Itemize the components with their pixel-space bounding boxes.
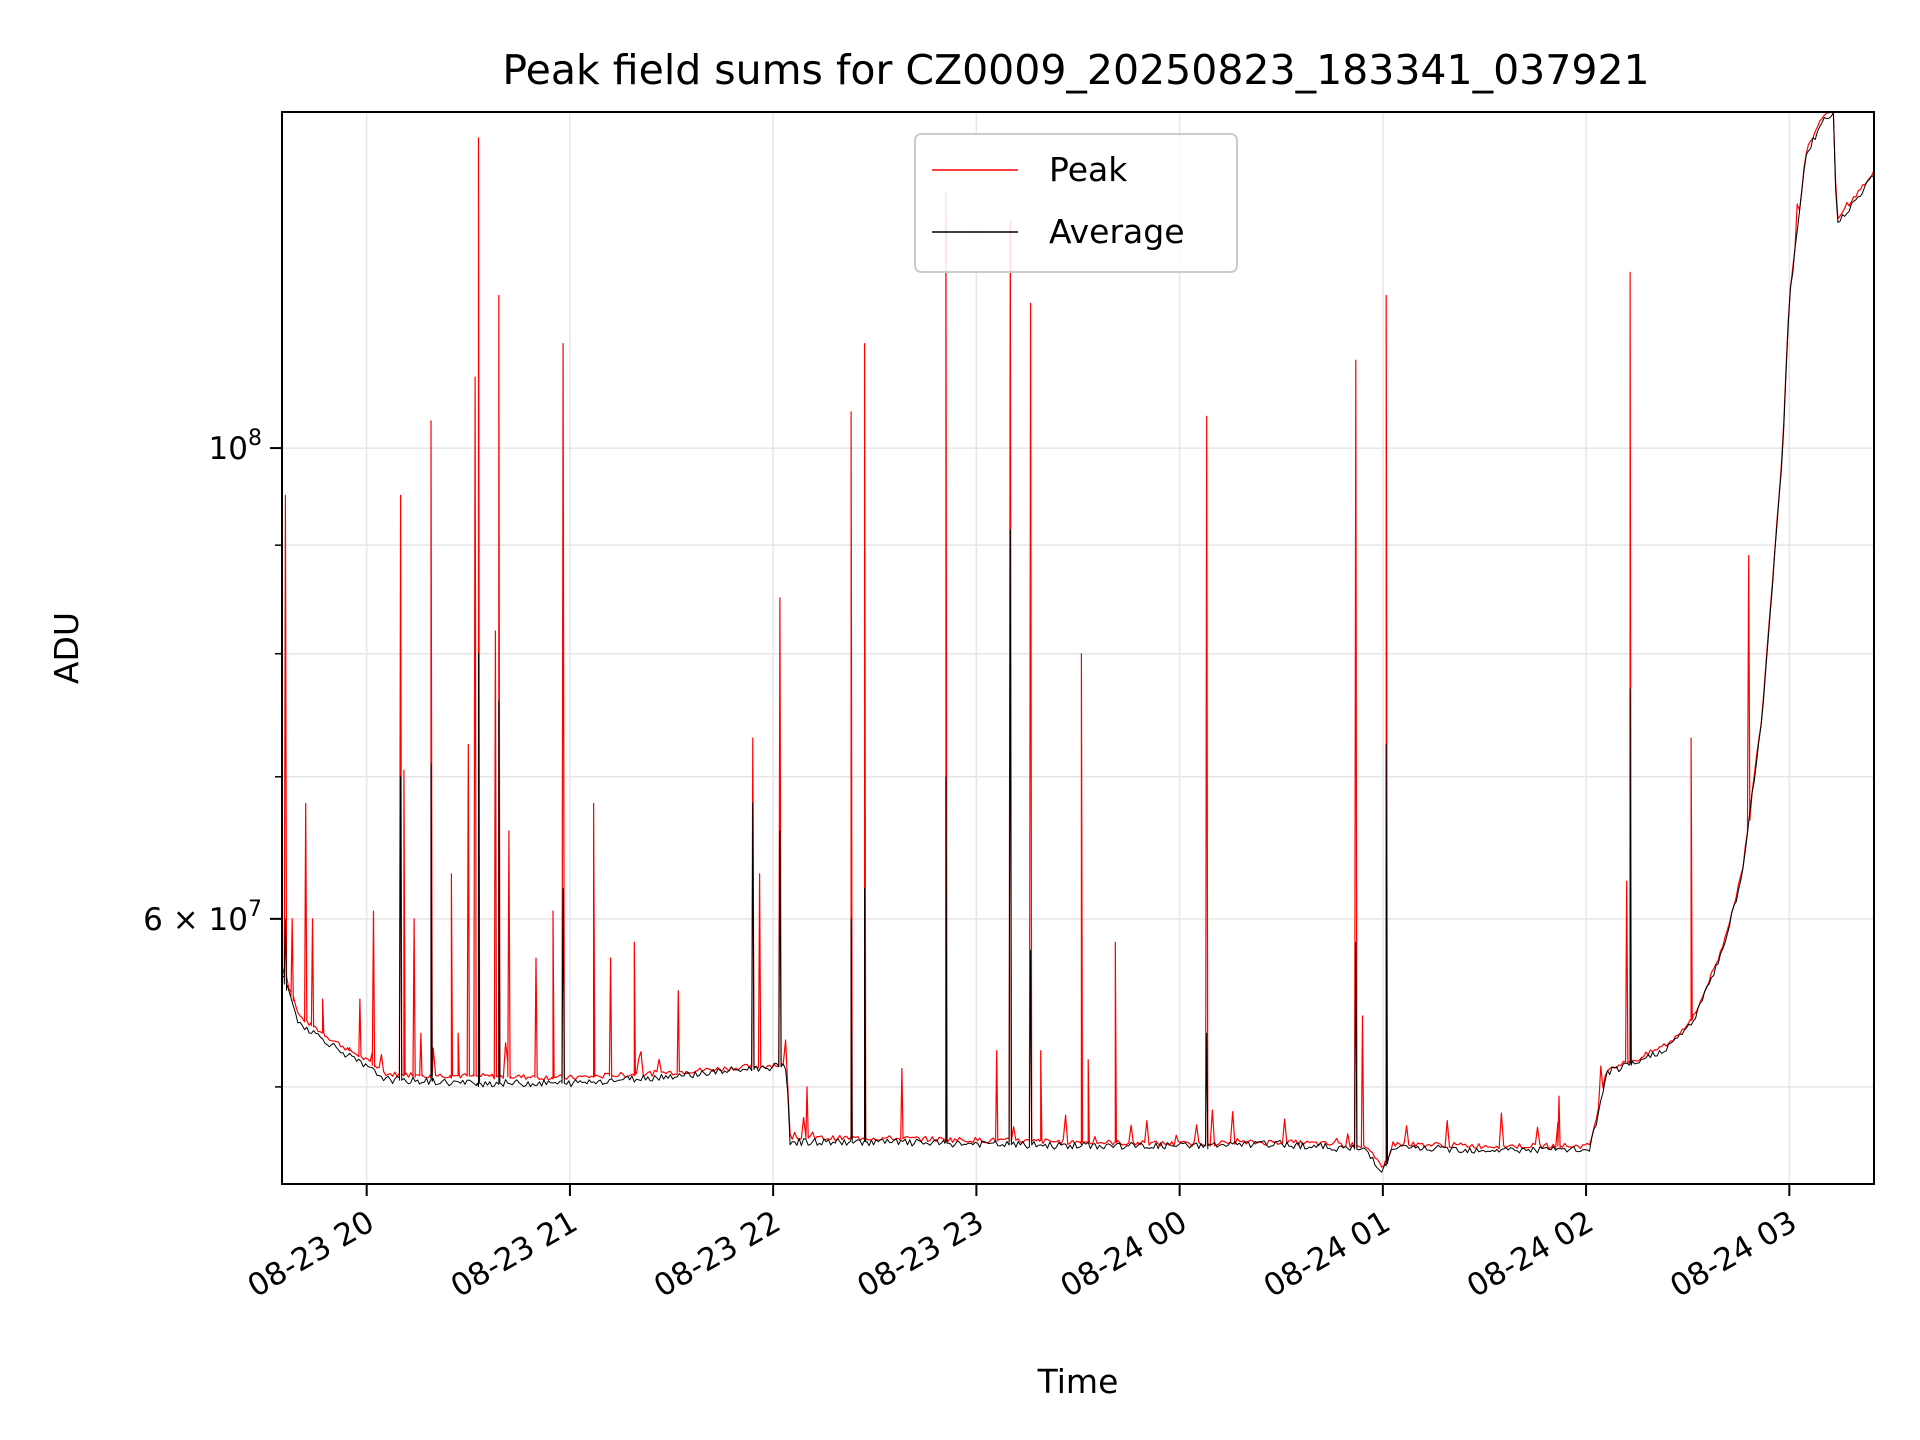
legend-box xyxy=(914,133,1238,273)
legend-label-peak: Peak xyxy=(1049,150,1128,189)
y-tick-label: 6 × 107 xyxy=(143,897,262,938)
legend-label-average: Average xyxy=(1049,212,1185,251)
plot-frame xyxy=(281,111,1875,1185)
grid xyxy=(282,112,1874,1184)
series-line-average xyxy=(282,112,1874,1173)
x-axis-label: Time xyxy=(1037,1362,1119,1401)
chart-title: Peak field sums for CZ0009_20250823_1833… xyxy=(502,46,1649,94)
series-line-peak xyxy=(282,112,1874,1168)
legend: Peak Average xyxy=(914,133,1238,273)
y-tick-label: 108 xyxy=(209,426,262,467)
y-axis: 108 6 × 107 xyxy=(143,426,282,1088)
y-axis-label: ADU xyxy=(47,612,86,684)
plot-area xyxy=(282,112,1874,1173)
